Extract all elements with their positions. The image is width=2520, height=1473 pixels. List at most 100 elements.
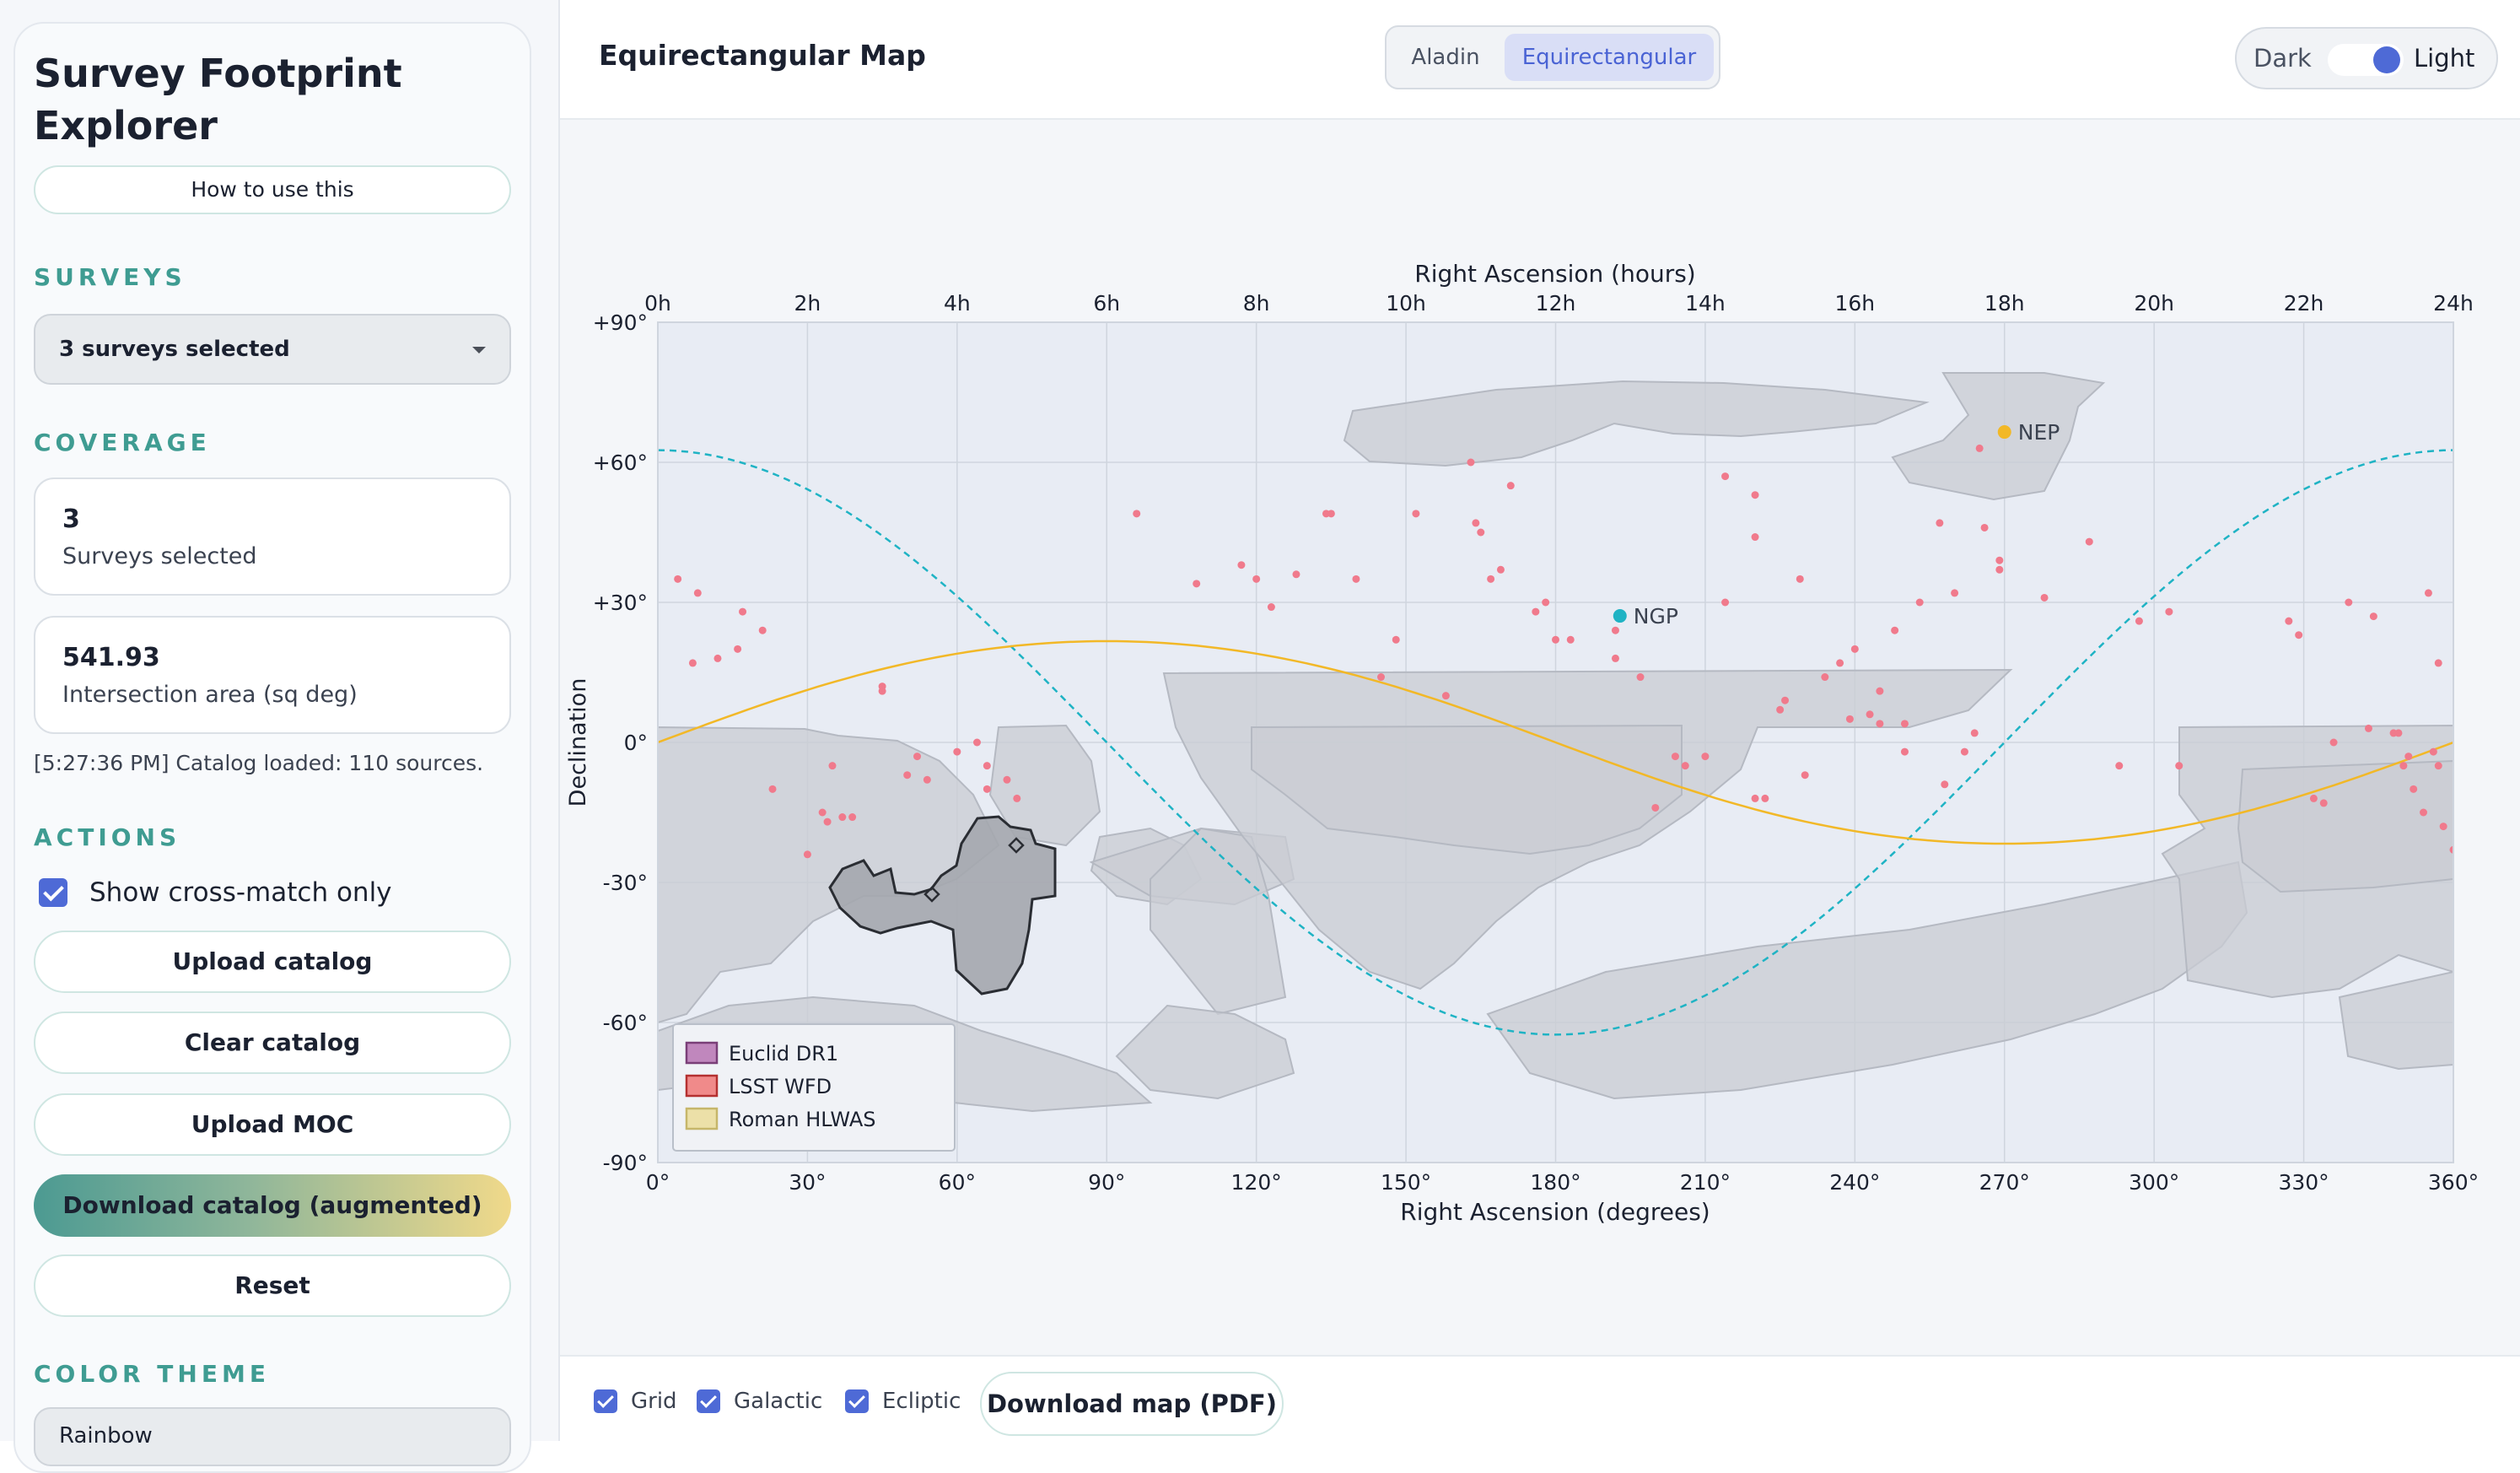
catalog-source-point: [1761, 794, 1769, 802]
nep-marker[interactable]: NEP: [1997, 420, 2060, 445]
catalog-source-point: [903, 771, 912, 780]
catalog-source-point: [1267, 603, 1275, 612]
catalog-source-point: [1960, 747, 1968, 756]
catalog-source-point: [693, 589, 702, 597]
catalog-source-point: [674, 575, 682, 583]
legend-box: [672, 1023, 956, 1152]
reset-button[interactable]: Reset: [34, 1254, 511, 1317]
catalog-source-point: [2319, 799, 2328, 807]
grid-checkbox[interactable]: [594, 1389, 617, 1413]
ecliptic-toggle[interactable]: Ecliptic: [845, 1389, 961, 1414]
download-catalog-button[interactable]: Download catalog (augmented): [34, 1174, 511, 1237]
catalog-source-point: [1477, 528, 1485, 537]
catalog-source-point: [1636, 673, 1645, 682]
catalog-source-point: [1836, 659, 1844, 667]
ecliptic-checkbox[interactable]: [845, 1389, 869, 1413]
catalog-source-point: [2364, 724, 2372, 732]
legend-swatch-roman: [685, 1107, 719, 1130]
tab-aladin[interactable]: Aladin: [1411, 45, 1480, 70]
theme-switch-knob[interactable]: [2373, 46, 2400, 73]
hour-tick-label: 20h: [2134, 291, 2174, 316]
tab-equirectangular[interactable]: Equirectangular: [1505, 34, 1714, 81]
upload-moc-button[interactable]: Upload MOC: [34, 1093, 511, 1156]
legend-label-lsst: LSST WFD: [729, 1075, 832, 1098]
download-map-button[interactable]: Download map (PDF): [980, 1372, 1284, 1436]
catalog-source-point: [1751, 533, 1759, 542]
nep-label: NEP: [2018, 420, 2060, 445]
catalog-source-point: [1392, 635, 1400, 644]
degree-tick-label: 240°: [1829, 1170, 1880, 1195]
clear-catalog-button[interactable]: Clear catalog: [34, 1012, 511, 1074]
catalog-source-point: [2429, 747, 2437, 756]
degree-tick-label: 120°: [1231, 1170, 1282, 1195]
catalog-source-point: [848, 813, 857, 822]
surveys-select[interactable]: 3 surveys selected: [34, 314, 511, 385]
legend-label-roman: Roman HLWAS: [729, 1108, 876, 1131]
ngp-marker[interactable]: NGP: [1613, 604, 1678, 629]
degree-tick-label: 270°: [1979, 1170, 2030, 1195]
euclid-deep-field-inset: [1008, 837, 1025, 854]
catalog-source-point: [923, 775, 931, 784]
catalog-source-point: [1506, 482, 1515, 490]
upload-catalog-button[interactable]: Upload catalog: [34, 931, 511, 993]
grid-toggle[interactable]: Grid: [594, 1389, 677, 1414]
theme-switch[interactable]: [2328, 44, 2404, 76]
catalog-source-point: [2329, 738, 2338, 747]
catalog-source-point: [1995, 556, 2004, 564]
dec-tick-label: -30°: [603, 871, 648, 895]
y-axis-title: Declination: [565, 678, 591, 807]
catalog-source-point: [1876, 720, 1884, 728]
catalog-source-point: [1377, 673, 1386, 682]
theme-toggle[interactable]: Dark Light: [2235, 27, 2498, 89]
sky-map[interactable]: Right Ascension (hours) Right Ascension …: [560, 120, 2520, 1355]
degree-tick-label: 30°: [789, 1170, 826, 1195]
catalog-source-point: [1532, 607, 1540, 616]
catalog-source-point: [688, 659, 697, 667]
grid-label: Grid: [631, 1389, 677, 1414]
hour-tick-label: 18h: [1984, 291, 2025, 316]
catalog-source-point: [1821, 673, 1829, 682]
catalog-source-point: [734, 645, 742, 653]
catalog-source-point: [2420, 808, 2428, 817]
catalog-source-point: [1721, 472, 1730, 481]
dec-tick-label: -90°: [603, 1151, 648, 1175]
galactic-checkbox[interactable]: [697, 1389, 720, 1413]
catalog-source-point: [1467, 458, 1475, 467]
degree-tick-label: 360°: [2428, 1170, 2479, 1195]
catalog-source-point: [2439, 823, 2447, 831]
catalog-source-point: [1352, 575, 1360, 583]
galactic-toggle[interactable]: Galactic: [697, 1389, 822, 1414]
footprint-region: [1115, 1004, 1295, 1100]
surveys-count-label: Surveys selected: [62, 543, 257, 569]
catalog-source-point: [1542, 598, 1550, 607]
hour-tick-label: 16h: [1835, 291, 1876, 316]
catalog-source-point: [1751, 491, 1759, 499]
catalog-source-point: [2115, 762, 2124, 770]
help-button[interactable]: How to use this: [34, 165, 511, 214]
hour-tick-label: 10h: [1386, 291, 1426, 316]
ngp-label: NGP: [1634, 604, 1678, 629]
catalog-source-point: [1900, 747, 1909, 756]
catalog-source-point: [2165, 607, 2173, 616]
catalog-source-point: [1671, 753, 1679, 761]
hour-tick-label: 0h: [644, 291, 671, 316]
view-title: Equirectangular Map: [599, 39, 926, 72]
surveys-count-value: 3: [62, 504, 80, 534]
theme-light-label: Light: [2414, 44, 2475, 73]
catalog-source-point: [1891, 626, 1899, 634]
crossmatch-checkbox[interactable]: [39, 878, 67, 907]
catalog-source-point: [1850, 645, 1859, 653]
catalog-source-point: [1941, 780, 1949, 789]
crossmatch-toggle[interactable]: Show cross-match only: [39, 874, 392, 911]
galactic-plane-line: [658, 449, 2453, 1036]
catalog-source-point: [1013, 794, 1021, 802]
catalog-source-point: [2410, 785, 2418, 793]
catalog-source-point: [878, 683, 886, 691]
catalog-source-point: [1003, 775, 1011, 784]
dec-tick-label: +30°: [593, 591, 648, 615]
color-theme-select[interactable]: Rainbow: [34, 1407, 511, 1466]
legend-label-euclid: Euclid DR1: [729, 1042, 838, 1066]
catalog-source-point: [1133, 510, 1141, 518]
ecliptic-line: [658, 639, 2453, 845]
catalog-source-point: [2295, 631, 2303, 639]
